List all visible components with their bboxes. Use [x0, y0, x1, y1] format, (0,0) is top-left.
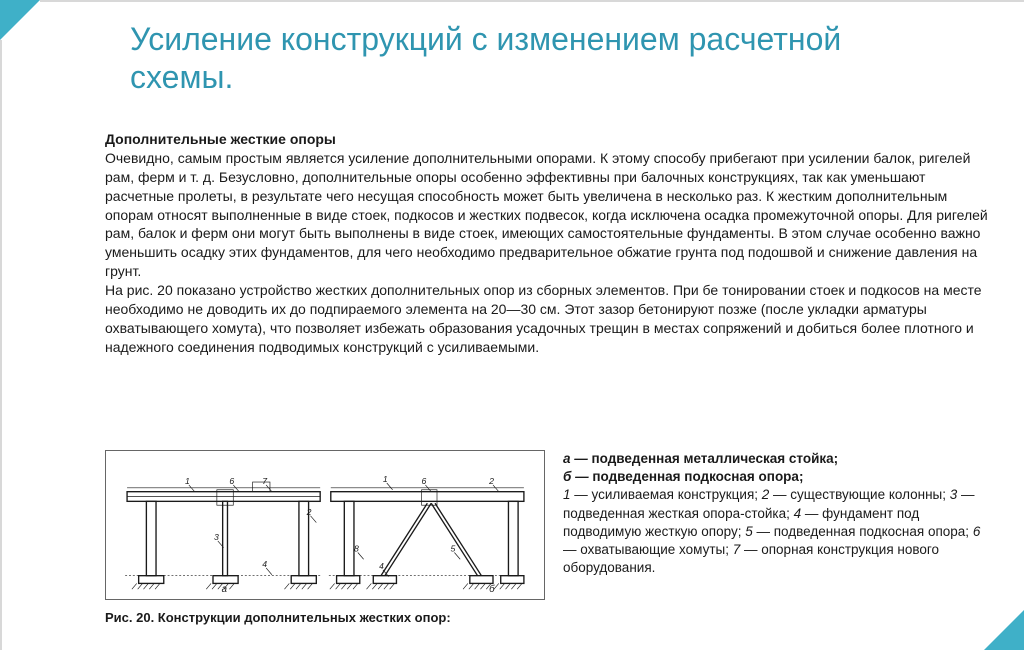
figure-legend: а — подведенная металлическая стойка; б …	[563, 450, 994, 578]
subheading: Дополнительные жесткие опоры	[105, 131, 336, 147]
svg-text:7: 7	[262, 476, 268, 486]
svg-text:1: 1	[383, 474, 388, 484]
figure-row: 1 2 3 4 6 7 а 1 2 4 5 6 8 б а — подведенная металлич…	[105, 450, 994, 600]
svg-text:б: б	[489, 584, 495, 595]
svg-text:5: 5	[451, 544, 456, 554]
svg-text:1: 1	[185, 476, 190, 486]
svg-text:4: 4	[379, 561, 384, 571]
edge-left	[0, 40, 2, 650]
diagram-svg: 1 2 3 4 6 7 а 1 2 4 5 6 8 б	[110, 455, 540, 595]
paragraph-2: На рис. 20 показано устройство жестких д…	[105, 282, 982, 355]
svg-text:3: 3	[214, 532, 219, 542]
legend-items: 1 — усиливаемая конструкция; 2 — существ…	[563, 487, 980, 575]
legend-b-label: б —	[563, 469, 589, 484]
svg-text:6: 6	[422, 476, 427, 486]
legend-a-label: а —	[563, 451, 588, 466]
corner-accent-tl	[0, 0, 40, 40]
legend-a-text: подведенная металлическая стойка;	[588, 451, 838, 466]
figure-caption: Рис. 20. Конструкции дополнительных жест…	[105, 610, 451, 625]
legend-b-text: подведенная подкосная опора;	[589, 469, 804, 484]
slide: Усиление конструкций с изменением расчет…	[0, 0, 1024, 650]
svg-text:2: 2	[306, 507, 312, 517]
page-title: Усиление конструкций с изменением расчет…	[130, 20, 944, 97]
paragraph-1: Очевидно, самым простым является усилени…	[105, 150, 988, 279]
svg-text:4: 4	[262, 559, 267, 569]
svg-text:6: 6	[229, 476, 234, 486]
svg-text:2: 2	[488, 476, 494, 486]
figure-box: 1 2 3 4 6 7 а 1 2 4 5 6 8 б	[105, 450, 545, 600]
svg-text:8: 8	[354, 544, 359, 554]
corner-accent-br	[984, 610, 1024, 650]
body-text: Дополнительные жесткие опоры Очевидно, с…	[105, 130, 994, 357]
svg-text:а: а	[222, 584, 228, 595]
edge-top	[40, 0, 1024, 2]
